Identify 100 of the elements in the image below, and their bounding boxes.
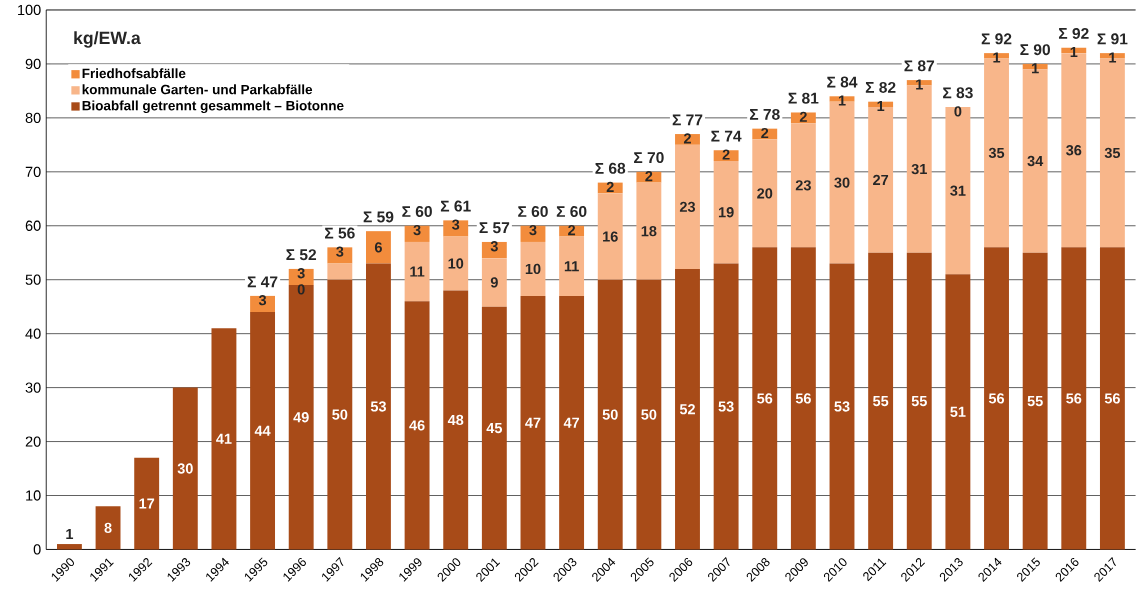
- data-label: 50: [602, 409, 618, 420]
- data-label: 55: [873, 395, 889, 407]
- total-label: Σ 84: [827, 76, 858, 88]
- data-label: 35: [988, 147, 1005, 158]
- data-label: 3: [529, 224, 537, 236]
- data-label: 56: [795, 393, 811, 404]
- data-label: 2: [683, 133, 691, 144]
- data-label: 53: [718, 401, 734, 412]
- bar: [906, 252, 932, 550]
- total-label: Σ 60: [402, 205, 432, 217]
- data-label: 27: [873, 174, 889, 185]
- bar: [868, 252, 894, 550]
- data-label: 17: [139, 498, 155, 509]
- bar: [404, 225, 430, 242]
- total-label: Σ 83: [943, 87, 973, 99]
- bar: [559, 225, 585, 237]
- total-label: Σ 87: [904, 60, 935, 72]
- data-label: 2: [568, 224, 576, 236]
- bar: [713, 160, 739, 264]
- y-tick-label: 0: [33, 544, 41, 555]
- data-label: 18: [641, 225, 657, 237]
- data-label: 1: [1109, 52, 1117, 63]
- data-label: 31: [950, 185, 966, 196]
- total-label: Σ 92: [1058, 27, 1089, 39]
- y-tick-label: 100: [18, 4, 41, 15]
- data-label: 56: [1066, 393, 1082, 404]
- data-label: 36: [1066, 144, 1082, 156]
- legend-label: Bioabfall getrennt gesammelt – Biotonne: [82, 100, 344, 113]
- data-label: 1: [66, 528, 74, 539]
- data-label: 2: [606, 181, 614, 192]
- data-label: 50: [332, 409, 348, 420]
- bar: [443, 236, 469, 291]
- data-label: 52: [679, 403, 695, 415]
- bar: [172, 387, 198, 550]
- data-label: 46: [409, 420, 425, 431]
- total-label: Σ 59: [363, 211, 394, 223]
- data-label: 50: [641, 409, 657, 420]
- data-label: 19: [718, 207, 734, 218]
- data-label: 30: [834, 177, 850, 188]
- bar: [250, 311, 276, 550]
- bar: [752, 247, 778, 550]
- data-label: 23: [795, 180, 811, 191]
- bar: [250, 295, 276, 312]
- data-label: 8: [104, 522, 112, 533]
- data-label: 23: [679, 201, 696, 212]
- data-label: 20: [757, 188, 773, 199]
- total-label: Σ 60: [556, 205, 587, 217]
- data-label: 30: [177, 463, 193, 474]
- y-tick-label: 20: [25, 436, 41, 447]
- bar: [597, 279, 623, 550]
- bar: [636, 182, 662, 280]
- data-label: 56: [757, 393, 773, 404]
- y-tick-label: 10: [26, 490, 41, 501]
- data-label: 1: [1032, 63, 1039, 74]
- bar: [211, 328, 237, 550]
- data-label: 47: [525, 417, 541, 428]
- data-label: 1: [838, 95, 846, 106]
- bar: [559, 295, 585, 550]
- total-label: Σ 90: [1020, 44, 1050, 56]
- bar: [481, 258, 507, 307]
- total-label: Σ 57: [479, 222, 510, 234]
- bar: [404, 301, 430, 550]
- data-label: 10: [525, 263, 541, 274]
- bar: [327, 263, 353, 280]
- total-label: Σ 92: [981, 33, 1012, 45]
- data-label: 2: [761, 127, 769, 138]
- data-label: 41: [216, 433, 232, 444]
- total-label: Σ 77: [672, 114, 703, 126]
- data-label: 3: [297, 267, 305, 279]
- data-label: 16: [603, 231, 618, 242]
- bar: [95, 506, 121, 550]
- bar: [443, 290, 469, 550]
- bar: [327, 247, 353, 264]
- bar: [366, 263, 391, 550]
- total-label: Σ 60: [518, 205, 548, 217]
- bar: [56, 543, 82, 550]
- bar: [675, 144, 700, 269]
- bar: [288, 284, 314, 550]
- data-label: 35: [1104, 147, 1121, 158]
- bar: [597, 193, 623, 280]
- data-label: 56: [1104, 393, 1120, 404]
- data-label: 53: [370, 401, 386, 412]
- data-label: 10: [448, 258, 464, 269]
- data-label: 11: [564, 261, 579, 272]
- bar: [134, 457, 160, 550]
- data-label: 1: [877, 100, 885, 111]
- y-tick-label: 40: [25, 328, 41, 339]
- legend-label: Friedhofsabfälle: [82, 68, 186, 79]
- data-label: 3: [413, 224, 421, 236]
- data-label: 2: [722, 149, 730, 160]
- data-label: 3: [452, 219, 460, 230]
- bar: [1099, 247, 1125, 550]
- bar: [752, 139, 778, 248]
- bar: [984, 247, 1009, 550]
- total-label: Σ 61: [440, 200, 471, 212]
- bar: [675, 133, 700, 145]
- data-label: 49: [293, 412, 309, 423]
- bar: [790, 247, 816, 550]
- data-label: 0: [297, 284, 305, 295]
- y-tick-label: 30: [25, 382, 41, 393]
